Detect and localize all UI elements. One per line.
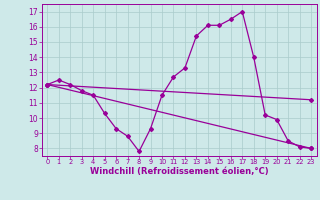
X-axis label: Windchill (Refroidissement éolien,°C): Windchill (Refroidissement éolien,°C): [90, 167, 268, 176]
